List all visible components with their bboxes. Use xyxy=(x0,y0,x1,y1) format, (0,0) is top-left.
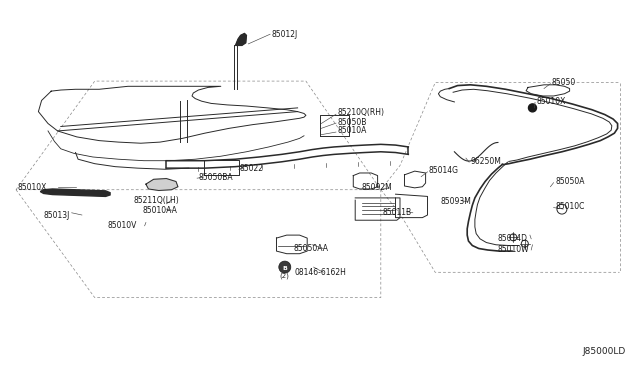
Text: 85022: 85022 xyxy=(240,164,264,173)
Circle shape xyxy=(279,261,291,273)
Text: (2): (2) xyxy=(280,272,290,279)
Text: 85010W: 85010W xyxy=(498,246,529,254)
Text: 85210Q(RH): 85210Q(RH) xyxy=(337,108,384,117)
Text: 85093M: 85093M xyxy=(440,198,471,206)
Text: 85050B: 85050B xyxy=(337,118,367,126)
Text: 85013J: 85013J xyxy=(44,211,70,219)
Text: 85010AA: 85010AA xyxy=(142,206,177,215)
Text: 85211Q(LH): 85211Q(LH) xyxy=(133,196,179,205)
Text: J85000LD: J85000LD xyxy=(582,347,626,356)
Text: 85010X: 85010X xyxy=(536,97,566,106)
Text: 96250M: 96250M xyxy=(470,157,501,166)
Polygon shape xyxy=(236,33,246,45)
Text: 08146-6162H: 08146-6162H xyxy=(294,268,346,277)
Text: 85010A: 85010A xyxy=(337,126,367,135)
Polygon shape xyxy=(40,189,110,196)
Text: 85014D: 85014D xyxy=(498,234,528,243)
Text: 85092M: 85092M xyxy=(362,183,392,192)
Text: 85010V: 85010V xyxy=(108,221,137,230)
Text: 85010C: 85010C xyxy=(556,202,585,211)
Circle shape xyxy=(529,104,536,112)
Text: 85012J: 85012J xyxy=(272,30,298,39)
Text: 85010X: 85010X xyxy=(18,183,47,192)
Text: 85011B: 85011B xyxy=(383,208,412,217)
Text: 85014G: 85014G xyxy=(429,166,459,175)
Polygon shape xyxy=(146,179,178,190)
Text: 85050AA: 85050AA xyxy=(293,244,328,253)
Text: B: B xyxy=(282,266,287,270)
Text: 85050BA: 85050BA xyxy=(198,173,233,182)
Text: 85050A: 85050A xyxy=(556,177,585,186)
Text: 85050: 85050 xyxy=(552,78,576,87)
